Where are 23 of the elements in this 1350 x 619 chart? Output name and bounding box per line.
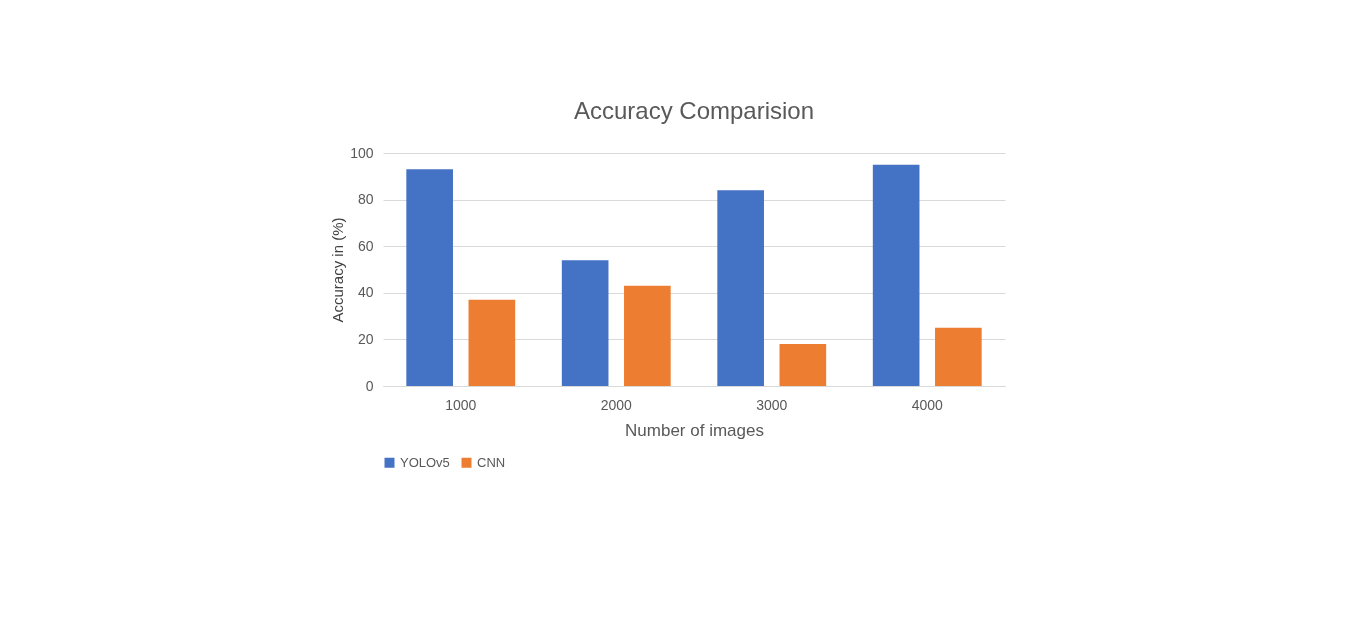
- y-tick-label: 20: [357, 330, 374, 347]
- bar: [561, 260, 609, 386]
- y-tick-label: 0: [365, 377, 374, 394]
- bar: [717, 190, 764, 386]
- y-tick-label: 60: [357, 237, 374, 254]
- bar: [468, 299, 516, 386]
- x-tick-label: 4000: [911, 396, 944, 413]
- y-axis-title: Accuracy in (%): [329, 217, 347, 323]
- chart-title: Accuracy Comparision: [573, 97, 815, 124]
- legend-label: YOLOv5: [400, 454, 450, 470]
- bar: [935, 327, 982, 386]
- bar: [872, 164, 920, 386]
- bar: [779, 344, 827, 386]
- y-tick-label: 40: [357, 284, 374, 301]
- y-tick-label: 100: [350, 144, 374, 161]
- x-tick-label: 1000: [445, 396, 477, 413]
- bar: [624, 285, 671, 386]
- y-tick-label: 80: [357, 191, 374, 208]
- legend-label: CNN: [477, 454, 506, 470]
- x-tick-label: 2000: [600, 396, 633, 413]
- x-axis-title: Number of images: [625, 420, 764, 440]
- x-tick-label: 3000: [756, 396, 788, 413]
- bar: [406, 169, 453, 386]
